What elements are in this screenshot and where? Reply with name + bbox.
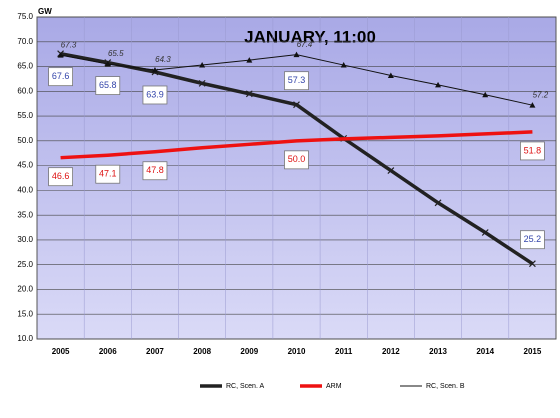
point-marker xyxy=(199,62,206,68)
data-label-box xyxy=(142,161,168,181)
y-tick-label: 65.0 xyxy=(17,62,33,71)
data-label-box xyxy=(520,230,545,250)
data-label-box xyxy=(95,76,121,95)
y-tick-label: 55.0 xyxy=(17,111,33,120)
data-label: 67.3 xyxy=(61,40,77,49)
legend-label: ARM xyxy=(326,383,342,390)
point-marker xyxy=(481,229,489,236)
data-label: 63.9 xyxy=(146,89,164,99)
point-marker xyxy=(387,72,394,78)
x-tick-label: 2013 xyxy=(429,347,447,356)
point-marker xyxy=(482,91,489,98)
plot-area xyxy=(36,16,557,340)
data-label: 67.6 xyxy=(52,71,70,81)
data-label: 67.4 xyxy=(297,40,313,49)
x-tick-label: 2008 xyxy=(193,347,211,356)
point-marker xyxy=(435,81,442,88)
x-tick-label: 2005 xyxy=(52,347,70,356)
data-label: 65.5 xyxy=(108,49,124,58)
y-tick-label: 15.0 xyxy=(17,309,33,318)
point-marker xyxy=(57,52,64,58)
data-label-box xyxy=(520,141,545,161)
x-tick-label: 2011 xyxy=(335,347,353,356)
x-tick-label: 2006 xyxy=(99,347,117,356)
data-label: 65.8 xyxy=(99,80,117,90)
x-tick-label: 2009 xyxy=(240,347,258,356)
data-label-box xyxy=(284,150,309,170)
legend-label: RC, Scen. B xyxy=(426,383,465,390)
y-tick-label: 75.0 xyxy=(17,12,33,21)
y-tick-label: 50.0 xyxy=(17,136,33,145)
data-label: 47.1 xyxy=(99,169,117,179)
point-marker xyxy=(387,167,395,174)
point-marker xyxy=(245,90,253,98)
point-marker xyxy=(198,79,206,87)
y-tick-label: 35.0 xyxy=(17,210,33,219)
data-label-box xyxy=(142,85,168,105)
data-label: 47.8 xyxy=(146,165,164,175)
x-tick-label: 2014 xyxy=(476,347,494,356)
point-marker xyxy=(528,260,536,268)
point-marker xyxy=(151,67,158,73)
x-tick-label: 2010 xyxy=(288,347,306,356)
x-tick-label: 2012 xyxy=(382,347,400,356)
series-line xyxy=(60,130,533,160)
y-tick-label: 70.0 xyxy=(17,37,33,46)
y-tick-label: 30.0 xyxy=(17,235,33,244)
point-marker xyxy=(293,51,300,58)
data-label: 25.2 xyxy=(524,234,542,244)
data-label-box xyxy=(284,71,309,91)
point-marker xyxy=(104,61,111,67)
y-tick-label: 20.0 xyxy=(17,285,33,294)
legend-label: RC, Scen. A xyxy=(226,383,264,390)
data-label-box xyxy=(48,167,73,187)
y-tick-label: 45.0 xyxy=(17,161,33,170)
data-label: 57.2 xyxy=(533,90,549,99)
y-tick-label: 25.0 xyxy=(17,260,33,269)
point-marker xyxy=(340,62,347,68)
data-label: 46.6 xyxy=(52,171,70,181)
y-tick-label: 60.0 xyxy=(17,86,33,95)
point-marker xyxy=(434,199,442,207)
data-label: 64.3 xyxy=(155,55,171,64)
x-tick-label: 2015 xyxy=(524,347,542,356)
y-tick-label: 40.0 xyxy=(17,185,33,194)
x-tick-label: 2007 xyxy=(146,347,164,356)
data-label: 51.8 xyxy=(524,145,542,155)
point-marker xyxy=(529,102,536,108)
data-label-box xyxy=(95,164,121,184)
data-label-box xyxy=(48,67,73,87)
data-label: 50.0 xyxy=(288,154,306,164)
y-tick-label: 10.0 xyxy=(17,334,33,343)
point-marker xyxy=(293,101,300,109)
y-axis-label: GW xyxy=(38,7,52,16)
data-label: 57.3 xyxy=(288,75,306,85)
point-marker xyxy=(246,57,253,63)
